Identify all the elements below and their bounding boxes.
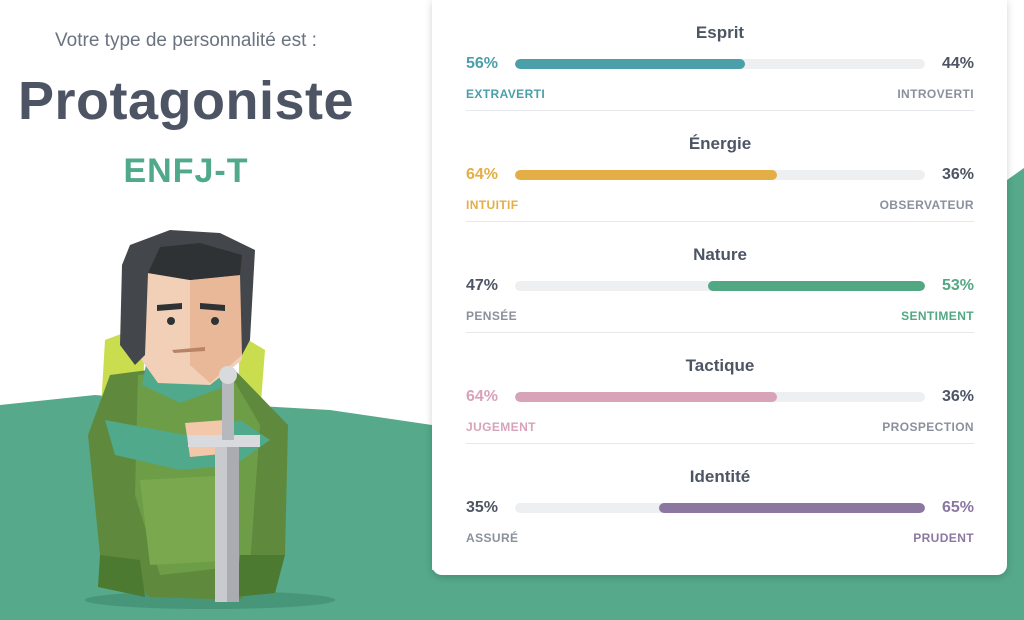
personality-type-name: Protagoniste bbox=[17, 71, 355, 131]
trait-title: Nature bbox=[693, 245, 747, 264]
trait-bar-fill bbox=[707, 281, 925, 291]
trait-left-label: PENSÉE bbox=[466, 309, 518, 323]
trait-right-percent: 65% bbox=[941, 499, 974, 516]
trait-bar-track bbox=[515, 170, 925, 180]
trait-right-label: PROSPECTION bbox=[882, 420, 974, 434]
trait-divider bbox=[466, 110, 974, 111]
personality-type-code: ENFJ-T bbox=[123, 152, 249, 190]
trait-right-percent: 53% bbox=[941, 277, 974, 294]
trait-left-label: JUGEMENT bbox=[466, 420, 536, 434]
trait-bar-fill bbox=[515, 392, 778, 402]
trait-divider bbox=[466, 221, 974, 222]
trait-bar-track bbox=[515, 281, 925, 291]
trait-left-label: EXTRAVERTI bbox=[466, 87, 546, 101]
trait-divider bbox=[466, 443, 974, 444]
trait-title: Tactique bbox=[685, 356, 755, 375]
trait-right-label: OBSERVATEUR bbox=[879, 198, 974, 212]
trait-left-percent: 64% bbox=[466, 166, 499, 183]
trait-left-percent: 35% bbox=[466, 499, 499, 516]
trait-left-label: INTUITIF bbox=[466, 198, 519, 212]
trait-right-percent: 36% bbox=[941, 166, 974, 183]
trait-right-percent: 36% bbox=[941, 388, 974, 405]
trait-bar-fill bbox=[658, 503, 925, 513]
trait-left-percent: 47% bbox=[466, 277, 499, 294]
trait-bar-track bbox=[515, 392, 925, 402]
personality-traits-card: Esprit 56% 44% EXTRAVERTI INTROVERTI Éne… bbox=[432, 0, 1007, 575]
trait-bar-fill bbox=[515, 59, 745, 69]
personality-intro: Votre type de personnalité est : bbox=[55, 30, 317, 51]
trait-identite: Identité 35% 65% ASSURÉ PRUDENT bbox=[466, 444, 974, 555]
trait-right-percent: 44% bbox=[941, 55, 974, 72]
trait-title: Identité bbox=[689, 467, 751, 486]
trait-right-label: SENTIMENT bbox=[901, 309, 974, 323]
trait-bar-track bbox=[515, 59, 925, 69]
trait-esprit: Esprit 56% 44% EXTRAVERTI INTROVERTI bbox=[466, 0, 974, 111]
trait-bar-track bbox=[515, 503, 925, 513]
trait-energie: Énergie 64% 36% INTUITIF OBSERVATEUR bbox=[466, 111, 974, 222]
trait-bar-fill bbox=[515, 170, 778, 180]
trait-title: Esprit bbox=[695, 23, 745, 42]
trait-right-label: PRUDENT bbox=[913, 531, 974, 545]
trait-left-percent: 56% bbox=[466, 55, 499, 72]
trait-nature: Nature 47% 53% PENSÉE SENTIMENT bbox=[466, 222, 974, 333]
trait-left-percent: 64% bbox=[466, 388, 499, 405]
trait-right-label: INTROVERTI bbox=[897, 87, 974, 101]
trait-left-label: ASSURÉ bbox=[466, 531, 519, 545]
trait-title: Énergie bbox=[688, 134, 752, 153]
trait-divider bbox=[466, 332, 974, 333]
trait-tactique: Tactique 64% 36% JUGEMENT PROSPECTION bbox=[466, 333, 974, 444]
protagonist-avatar bbox=[85, 230, 335, 609]
